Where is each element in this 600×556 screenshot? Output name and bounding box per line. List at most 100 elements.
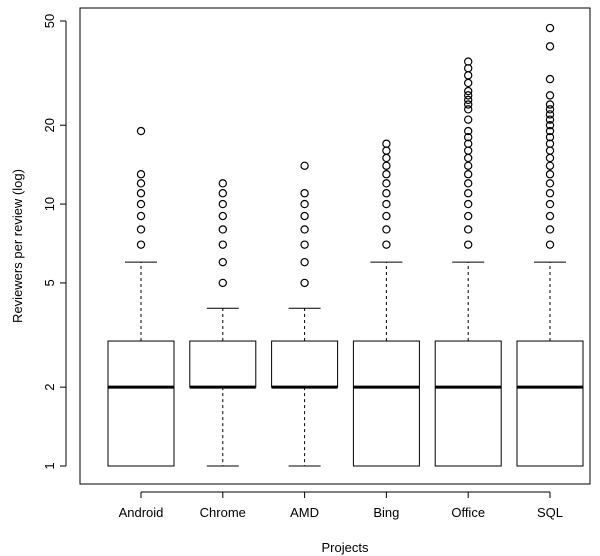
outlier-point	[136, 189, 146, 198]
outlier-point	[136, 199, 146, 209]
outlier-point	[300, 211, 309, 221]
outlier-point	[545, 139, 555, 148]
outlier-point	[382, 240, 391, 249]
outlier-point	[464, 211, 473, 221]
outlier-point	[545, 146, 555, 155]
outlier-point	[382, 211, 391, 221]
outlier-point	[382, 199, 391, 209]
outlier-point	[464, 225, 473, 234]
y-tick-label-20: 20	[42, 118, 57, 132]
outlier-point	[382, 161, 391, 171]
outlier-point	[382, 179, 391, 188]
box-office	[434, 57, 502, 467]
outlier-point	[545, 110, 555, 119]
outlier-point	[382, 139, 391, 148]
outlier-point	[545, 100, 555, 109]
outlier-point	[382, 189, 391, 198]
outlier-point	[136, 240, 146, 249]
box-sql	[516, 23, 584, 467]
outlier-point	[464, 199, 473, 209]
outlier-point	[545, 179, 555, 188]
outlier-point	[300, 240, 309, 249]
x-tick-label-bing: Bing	[373, 505, 399, 520]
outlier-point	[382, 146, 391, 155]
outlier-point	[464, 91, 473, 100]
box-chrome	[189, 179, 257, 467]
outlier-point	[300, 278, 309, 288]
outlier-point	[545, 189, 555, 198]
box-android	[107, 126, 175, 467]
outlier-point	[464, 78, 473, 88]
y-axis-label: Reviewers per review (log)	[10, 169, 25, 323]
outlier-point	[464, 189, 473, 198]
outlier-point	[382, 225, 391, 234]
box-iqr	[434, 340, 502, 467]
box-iqr	[516, 340, 584, 467]
x-tick-label-chrome: Chrome	[200, 505, 246, 520]
outlier-point	[136, 211, 146, 221]
outlier-point	[218, 240, 227, 249]
outlier-point	[464, 86, 473, 96]
y-tick-label-10: 10	[42, 197, 57, 211]
x-axis: Android Chrome AMD Bing Office SQL	[119, 491, 563, 520]
outlier-point	[464, 146, 473, 155]
x-tick-label-sql: SQL	[537, 505, 563, 520]
outlier-point	[464, 139, 473, 148]
outlier-point	[464, 71, 473, 80]
outlier-point	[545, 133, 555, 142]
outlier-point	[545, 240, 555, 249]
outlier-point	[136, 170, 146, 179]
outlier-point	[464, 170, 473, 179]
outlier-point	[382, 170, 391, 179]
box-bing	[352, 139, 420, 467]
outlier-point	[136, 179, 146, 188]
outlier-point	[464, 57, 473, 66]
outlier-point	[300, 257, 309, 267]
outlier-point	[545, 74, 555, 84]
outlier-point	[545, 115, 555, 124]
box-iqr	[352, 340, 420, 467]
outlier-point	[136, 225, 146, 234]
outlier-point	[464, 240, 473, 249]
x-axis-label: Projects	[322, 540, 369, 555]
outlier-point	[218, 179, 227, 188]
outlier-point	[300, 225, 309, 234]
outlier-point	[545, 23, 555, 33]
outlier-point	[464, 133, 473, 142]
y-tick-label-50: 50	[42, 14, 57, 28]
outlier-point	[300, 161, 309, 171]
outlier-point	[464, 100, 473, 109]
y-tick-label-2: 2	[42, 384, 57, 391]
outlier-point	[218, 189, 227, 198]
outlier-point	[218, 257, 227, 267]
x-tick-label-android: Android	[119, 505, 164, 520]
outlier-point	[545, 170, 555, 179]
outlier-point	[545, 42, 555, 51]
outlier-point	[464, 179, 473, 188]
outlier-point	[545, 153, 555, 163]
box-iqr	[189, 340, 257, 388]
outlier-point	[545, 91, 555, 100]
plot-frame	[79, 7, 591, 485]
outlier-point	[545, 121, 555, 130]
outlier-point	[545, 161, 555, 171]
outlier-point	[545, 199, 555, 209]
y-tick-label-1: 1	[42, 462, 57, 469]
outlier-point	[136, 126, 146, 136]
x-tick-label-amd: AMD	[290, 505, 319, 520]
outlier-point	[464, 95, 473, 105]
outlier-point	[218, 225, 227, 234]
outlier-point	[300, 199, 309, 209]
outlier-point	[464, 126, 473, 136]
outlier-point	[218, 199, 227, 209]
outlier-point	[464, 161, 473, 171]
outlier-point	[545, 126, 555, 136]
y-tick-label-5: 5	[42, 279, 57, 286]
box-iqr	[271, 340, 339, 388]
box-iqr	[107, 340, 175, 467]
outlier-point	[464, 153, 473, 163]
outlier-point	[382, 153, 391, 163]
box-amd	[271, 161, 339, 467]
outlier-point	[545, 211, 555, 221]
